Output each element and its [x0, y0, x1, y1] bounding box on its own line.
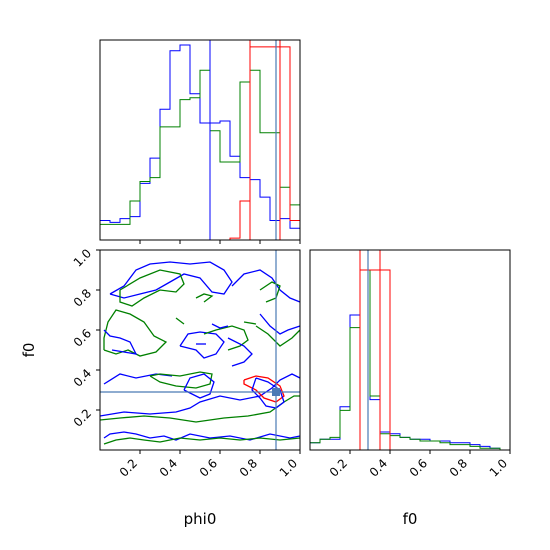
- contour-11: [231, 269, 301, 303]
- contour-13: [195, 293, 214, 303]
- contour-20: [175, 317, 185, 325]
- contour-6: [183, 373, 215, 399]
- contour-17: [203, 325, 249, 351]
- contour-9: [109, 261, 233, 299]
- x-axis-label-f0: f0: [403, 510, 418, 528]
- f0-tick-label-3: 0.8: [71, 286, 94, 309]
- contour-22: [243, 321, 257, 325]
- f0-hist-tick-label-3: 0.8: [447, 456, 470, 479]
- f0-hist-series-1: [310, 269, 510, 451]
- phi0-tick-label-4: 1.0: [277, 456, 300, 479]
- f0-tick-label-0: 0.2: [71, 406, 94, 429]
- x-axis-label-phi0: phi0: [184, 510, 217, 528]
- y-axis-label-f0: f0: [20, 343, 38, 358]
- contour-14: [259, 313, 301, 335]
- contour-12: [259, 281, 281, 303]
- f0-hist-frame: [309, 249, 511, 451]
- phi0-histogram-panel: [99, 39, 301, 244]
- contour-10: [119, 269, 185, 307]
- contour-7: [103, 309, 168, 357]
- phi0-tick-label-2: 0.6: [197, 456, 220, 479]
- f0-histogram-panel: 0.2 0.4 0.6 0.8 1.0: [309, 249, 511, 480]
- f0-hist-tick-label-2: 0.6: [407, 456, 430, 479]
- contour-19: [227, 337, 253, 367]
- contour-3: [99, 395, 300, 423]
- contour-1: [103, 437, 301, 445]
- phi0-f0-contour-panel: 0.2 0.4 0.6 0.8 1.0 0.2 0.4 0.6 0.8 1.0: [71, 246, 301, 480]
- contour-0: [103, 431, 301, 441]
- f0-hist-tick-label-1: 0.4: [367, 456, 390, 479]
- phi0-tick-label-0: 0.2: [117, 456, 140, 479]
- contour-23: [243, 375, 285, 403]
- f0-tick-label-2: 0.6: [71, 326, 94, 349]
- phi0-hist-frame: [99, 39, 301, 241]
- contour-16: [179, 331, 225, 359]
- contour-frame: [99, 249, 301, 451]
- f0-hist-tick-label-4: 1.0: [487, 456, 510, 479]
- phi0-hist-series-1: [100, 69, 300, 225]
- contour-15: [255, 325, 301, 347]
- f0-hist-tick-label-0: 0.2: [327, 456, 350, 479]
- f0-tick-label-1: 0.4: [71, 366, 94, 389]
- truth-marker: [272, 388, 280, 396]
- contour-18: [211, 323, 229, 329]
- f0-tick-label-4: 1.0: [71, 246, 94, 269]
- phi0-tick-label-1: 0.4: [157, 456, 180, 479]
- contour-2: [99, 373, 301, 417]
- contour-8: [103, 329, 138, 355]
- phi0-tick-label-3: 0.8: [237, 456, 260, 479]
